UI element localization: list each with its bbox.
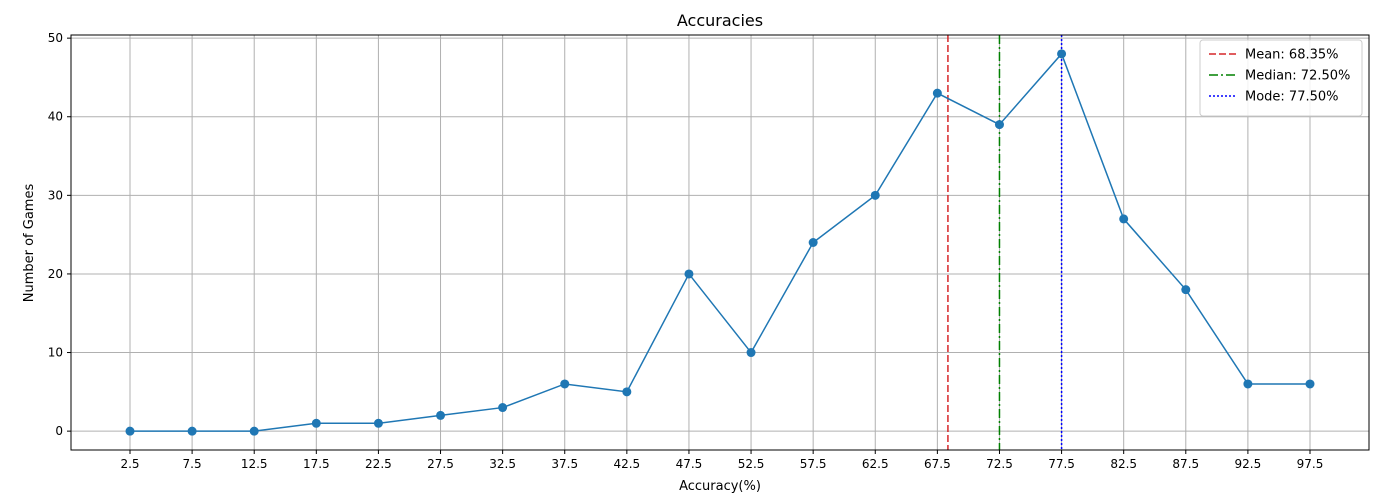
y-tick-label: 10 <box>48 346 63 360</box>
y-tick-label: 40 <box>48 110 63 124</box>
legend-label-mode: Mode: 77.50% <box>1245 90 1339 105</box>
y-tick-label: 30 <box>48 188 63 202</box>
y-tick-label: 50 <box>48 31 63 45</box>
data-point <box>498 403 508 413</box>
x-tick-label: 57.5 <box>800 457 827 471</box>
data-point <box>808 238 818 247</box>
y-tick-label: 0 <box>55 424 63 438</box>
data-point <box>622 387 632 397</box>
x-tick-label: 82.5 <box>1110 457 1137 471</box>
data-series <box>125 49 1315 436</box>
plot-area-frame <box>70 34 1370 451</box>
x-tick-label: 32.5 <box>489 457 516 471</box>
x-tick-label: 7.5 <box>183 457 202 471</box>
data-point <box>311 418 321 428</box>
data-point <box>994 120 1004 130</box>
data-point <box>373 418 383 428</box>
reference-lines <box>947 35 1063 450</box>
chart-title: Accuracies <box>677 11 763 30</box>
x-tick-label: 37.5 <box>551 457 578 471</box>
data-point <box>746 348 756 358</box>
series-line <box>130 52 1310 432</box>
legend-box <box>1199 39 1363 117</box>
x-tick-label: 12.5 <box>241 457 268 471</box>
data-point <box>1243 379 1253 389</box>
x-tick-label: 77.5 <box>1048 457 1075 471</box>
x-tick-label: 67.5 <box>924 457 951 471</box>
x-tick-label: 52.5 <box>738 457 765 471</box>
x-tick-label: 47.5 <box>676 457 703 471</box>
data-point <box>932 88 942 98</box>
y-axis-ticks: 0 10 20 30 40 50 <box>48 31 71 438</box>
legend-label-median: Median: 72.50% <box>1245 69 1350 84</box>
data-point <box>187 426 197 436</box>
x-tick-label: 17.5 <box>303 457 330 471</box>
x-tick-label: 87.5 <box>1172 457 1199 471</box>
data-point <box>1305 379 1315 389</box>
data-point <box>1057 49 1067 59</box>
y-axis-label: Number of Games <box>22 184 37 303</box>
data-point <box>1181 285 1191 295</box>
x-axis-ticks: 2.5 7.5 12.5 17.5 22.5 27.5 32.5 37.5 42.5 47.5 52… <box>120 450 1323 471</box>
legend: Mean: 68.35% Median: 72.50% Mode: 77.50% <box>1199 39 1363 117</box>
data-point <box>870 190 880 200</box>
data-point <box>125 426 135 436</box>
data-point <box>560 379 570 389</box>
data-point <box>249 426 259 436</box>
x-tick-label: 62.5 <box>862 457 889 471</box>
data-point <box>684 269 694 279</box>
y-tick-label: 20 <box>48 267 63 281</box>
grid-lines <box>71 35 1369 450</box>
x-tick-label: 72.5 <box>986 457 1013 471</box>
x-tick-label: 92.5 <box>1235 457 1262 471</box>
x-tick-label: 42.5 <box>613 457 640 471</box>
x-tick-label: 2.5 <box>120 457 139 471</box>
x-axis-label: Accuracy(%) <box>679 479 761 494</box>
x-tick-label: 27.5 <box>427 457 454 471</box>
x-tick-label: 22.5 <box>365 457 392 471</box>
legend-label-mean: Mean: 68.35% <box>1245 48 1339 63</box>
data-point <box>1119 214 1129 224</box>
x-tick-label: 97.5 <box>1297 457 1324 471</box>
data-point <box>436 410 446 420</box>
